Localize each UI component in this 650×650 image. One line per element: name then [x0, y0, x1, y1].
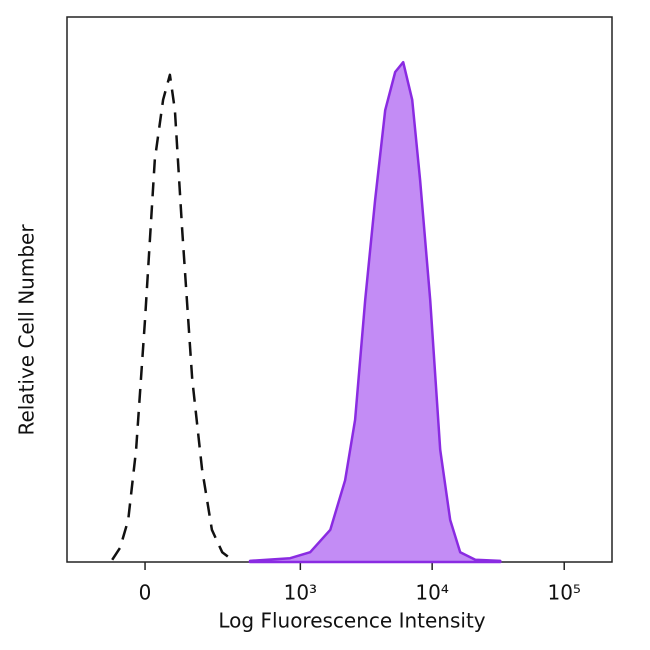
- plot-frame: [66, 16, 613, 563]
- y-axis-label: Relative Cell Number: [15, 224, 39, 436]
- x-tick-label: 10³: [284, 581, 317, 605]
- histogram-line: [111, 73, 233, 561]
- x-tick-label: 0: [139, 581, 152, 605]
- x-tick-label: 10⁵: [547, 581, 580, 605]
- histogram-area: [248, 60, 502, 564]
- x-axis-label: Log Fluorescence Intensity: [218, 609, 485, 633]
- x-tick-label: 10⁴: [415, 581, 448, 605]
